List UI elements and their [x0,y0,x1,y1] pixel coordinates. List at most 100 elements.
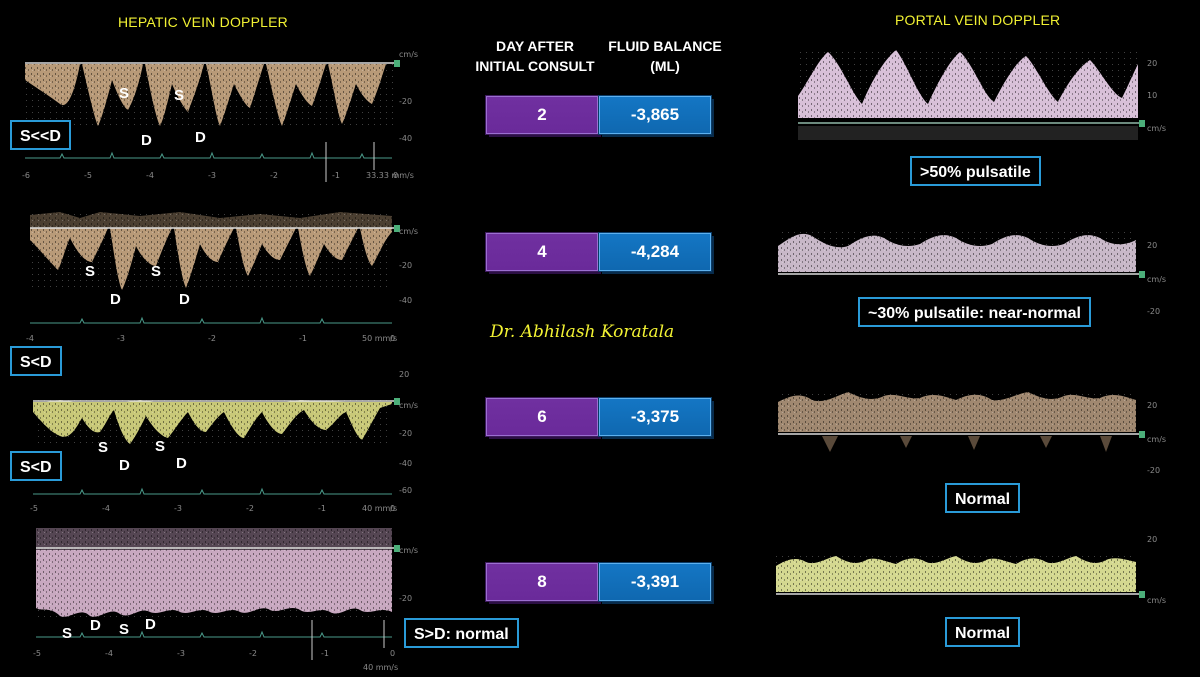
hepatic-4-x-6: 0 [390,649,395,658]
hepatic-2-x-3: -2 [208,334,216,343]
portal-3-unit: cm/s [1147,435,1166,444]
hepatic-1-x-7: 0 [393,171,398,180]
hepatic-1-tick-a: -20 [399,97,412,106]
portal-label-4: Normal [945,617,1021,647]
portal-panel-3: 20 cm/s -20 [778,390,1166,475]
hepatic-4-x-1: -5 [33,649,41,658]
hepatic-2-tick-b: -40 [399,296,412,305]
portal-2-tick-b: -20 [1147,307,1160,316]
hepatic-4-x-5: -1 [321,649,329,658]
hepatic-2-letter-2: S [151,263,161,280]
hepatic-3-unit: cm/s [399,401,418,410]
portal-1-unit: cm/s [1147,124,1166,133]
hepatic-1-letter-3: D [141,132,152,149]
portal-panel-4: 20 cm/s [776,535,1166,605]
hepatic-3-letter-4: D [176,455,187,472]
day-box-4: 8 [486,563,598,601]
hepatic-4-letter-4: D [145,616,156,633]
hepatic-1-x-5: -2 [270,171,278,180]
day-header-line1: DAY AFTER [495,38,575,54]
hepatic-2-x-1: -4 [26,334,34,343]
hepatic-3-tick-a: 20 [399,370,409,379]
hepatic-label-2: S<D [10,346,62,376]
portal-4-unit: cm/s [1147,596,1166,605]
hepatic-3-letter-3: D [119,457,130,474]
day-box-1: 2 [486,96,598,134]
portal-1-tick-b: 10 [1147,91,1157,100]
hepatic-2-x-5: 0 [390,334,395,343]
hepatic-label-3: S<D [10,451,62,481]
fluid-box-2: -4,284 [599,233,711,271]
hepatic-3-tick-c: -40 [399,459,412,468]
hepatic-3-speed: 40 mm/s [362,504,397,513]
portal-3-tick-b: -20 [1147,466,1160,475]
hepatic-1-x-1: -6 [22,171,30,180]
hepatic-3-x-5: -1 [318,504,326,513]
hepatic-1-x-6: -1 [332,171,340,180]
fluid-header-line1: FLUID BALANCE [608,38,722,54]
day-header-line2: INITIAL CONSULT [475,58,595,74]
fluid-header-line2: (ML) [650,58,680,74]
hepatic-4-x-4: -2 [249,649,257,658]
hepatic-3-x-1: -5 [30,504,38,513]
day-box-2: 4 [486,233,598,271]
day-box-3: 6 [486,398,598,436]
hepatic-4-x-3: -3 [177,649,185,658]
hepatic-4-tick-a: -20 [399,594,412,603]
hepatic-4-unit: cm/s [399,546,418,555]
hepatic-1-letter-2: S [174,87,184,104]
portal-label-2: ~30% pulsatile: near-normal [858,297,1091,327]
hepatic-2-unit: cm/s [399,227,418,236]
hepatic-4-letter-2: D [90,617,101,634]
hepatic-4-speed: 40 mm/s [363,663,398,672]
portal-1-tick-a: 20 [1147,59,1157,68]
portal-panel-1: 20 10 cm/s [798,50,1166,140]
portal-title: PORTAL VEIN DOPPLER [895,12,1061,28]
hepatic-panel-1: cm/s -20 -40 -6 -5 -4 -3 -2 -1 0 33.33 m… [22,50,418,182]
hepatic-title: HEPATIC VEIN DOPPLER [118,14,288,30]
hepatic-4-x-2: -4 [105,649,113,658]
hepatic-panel-2: cm/s -20 -40 -4 -3 -2 -1 0 50 mm/s S S D… [26,212,418,343]
hepatic-1-speed: 33.33 mm/s [366,171,414,180]
hepatic-2-x-4: -1 [299,334,307,343]
author-signature: Dr. Abhilash Koratala [490,322,675,342]
hepatic-3-x-6: 0 [390,504,395,513]
hepatic-1-x-4: -3 [208,171,216,180]
hepatic-2-letter-1: S [85,263,95,280]
hepatic-3-letter-2: S [155,438,165,455]
hepatic-1-unit: cm/s [399,50,418,59]
portal-2-unit: cm/s [1147,275,1166,284]
hepatic-1-x-3: -4 [146,171,154,180]
portal-4-tick-a: 20 [1147,535,1157,544]
fluid-header: FLUID BALANCE (ML) [600,36,730,76]
hepatic-label-4: S>D: normal [404,618,519,648]
hepatic-3-x-3: -3 [174,504,182,513]
hepatic-2-speed: 50 mm/s [362,334,397,343]
hepatic-panel-4: cm/s -20 -5 -4 -3 -2 -1 0 40 mm/s S D S … [33,528,418,672]
hepatic-2-x-2: -3 [117,334,125,343]
fluid-box-3: -3,375 [599,398,711,436]
fluid-box-1: -3,865 [599,96,711,134]
hepatic-2-letter-3: D [110,291,121,308]
fluid-box-4: -3,391 [599,563,711,601]
hepatic-2-letter-4: D [179,291,190,308]
portal-3-tick-a: 20 [1147,401,1157,410]
hepatic-3-x-4: -2 [246,504,254,513]
hepatic-3-letter-1: S [98,439,108,456]
hepatic-2-tick-a: -20 [399,261,412,270]
hepatic-3-tick-b: -20 [399,429,412,438]
portal-panel-2: 20 cm/s -20 [778,230,1166,316]
hepatic-1-x-2: -5 [84,171,92,180]
hepatic-1-letter-4: D [195,129,206,146]
hepatic-3-x-2: -4 [102,504,110,513]
hepatic-1-letter-1: S [119,85,129,102]
hepatic-4-letter-1: S [62,625,72,642]
hepatic-1-tick-b: -40 [399,134,412,143]
portal-label-1: >50% pulsatile [910,156,1041,186]
hepatic-4-letter-3: S [119,621,129,638]
hepatic-3-tick-d: -60 [399,486,412,495]
portal-label-3: Normal [945,483,1021,513]
portal-2-tick-a: 20 [1147,241,1157,250]
hepatic-label-1: S<<D [10,120,71,150]
